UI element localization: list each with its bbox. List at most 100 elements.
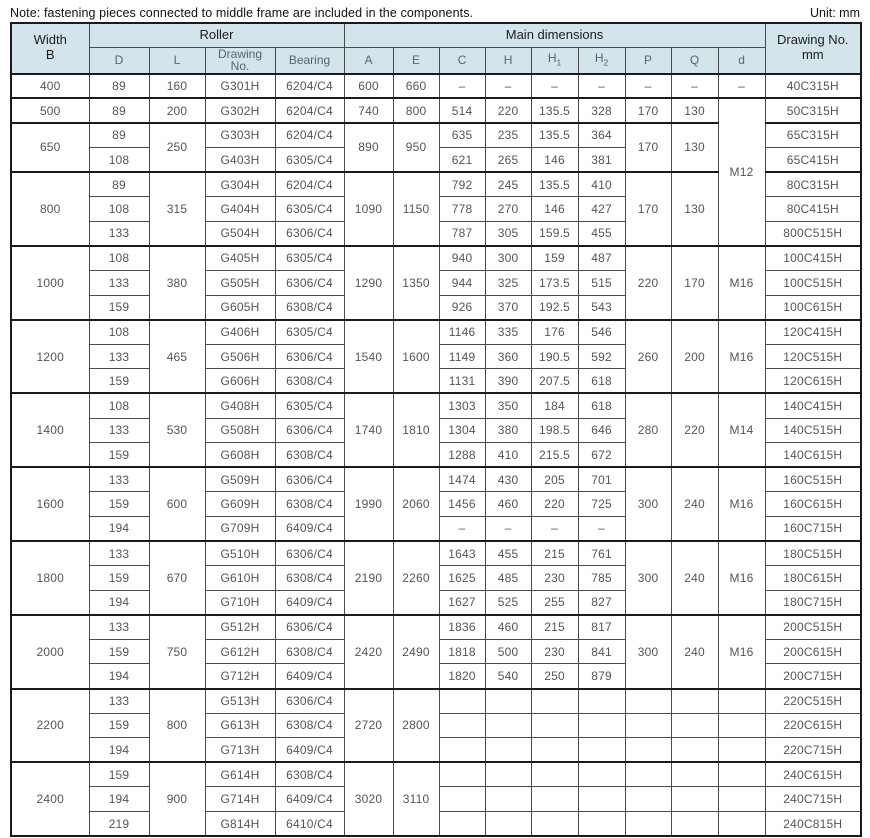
cell-roller-bearing: 6204/C4	[274, 121, 345, 148]
cell-drawing-no-mm: 180C515H	[764, 539, 862, 567]
cell-dim-c: 787	[438, 220, 486, 247]
table-row: 133 G506H 6306/C4 1149 360 190.5 592 120C515H	[11, 343, 862, 370]
cell-dim-h1	[530, 786, 579, 812]
cell-dim-h1: 215	[530, 539, 579, 567]
cell-dim-q	[670, 687, 719, 714]
cell-dim-h1: 159	[530, 244, 579, 271]
sub-header-q: Q	[670, 46, 719, 75]
table-row: 194 G712H 6409/C4 1820 540 250 879 200C715H	[11, 663, 862, 690]
cell-dim-p: 170	[624, 97, 672, 124]
cell-roller-drawing-no: G606H	[204, 368, 276, 394]
cell-dim-p: 280	[624, 392, 672, 468]
cell-roller-d: 194	[88, 515, 150, 542]
cell-roller-d: 89	[88, 97, 150, 124]
cell-roller-d: 133	[88, 613, 150, 640]
cell-dim-p	[624, 712, 672, 739]
cell-dim-h: 460	[484, 491, 532, 517]
cell-roller-bearing: 6305/C4	[274, 318, 345, 345]
cell-roller-d: 108	[88, 146, 150, 173]
cell-dim-c: –	[438, 515, 486, 542]
cell-roller-drawing-no: G304H	[204, 171, 276, 198]
cell-roller-bearing: 6308/C4	[274, 638, 345, 665]
cell-dim-c: 778	[438, 196, 486, 222]
cell-dim-h1: 192.5	[530, 294, 579, 321]
cell-roller-l: 750	[148, 613, 206, 690]
cell-roller-drawing-no: G505H	[204, 269, 276, 296]
cell-roller-d: 133	[88, 269, 150, 296]
table-row: 194 G710H 6409/C4 1627 525 255 827 180C715H	[11, 589, 862, 616]
table-row: 2000 133 750 G512H 6306/C4 2420 2490 1836 460 215…	[10, 613, 862, 690]
cell-roller-drawing-no: G303H	[204, 121, 276, 148]
cell-dim-h2: 618	[577, 392, 626, 419]
cell-dim-h: 380	[484, 417, 532, 444]
cell-dim-h1: 184	[530, 392, 579, 419]
cell-drawing-no-mm: 140C515H	[764, 417, 862, 444]
cell-roller-drawing-no: G504H	[204, 220, 276, 247]
cell-roller-drawing-no: G510H	[204, 539, 276, 567]
cell-dim-h1	[530, 737, 579, 763]
cell-width-b: 1000	[10, 244, 90, 321]
cell-dim-h: 235	[484, 121, 532, 148]
cell-drawing-no-mm: 160C515H	[764, 466, 862, 493]
cell-dim-h2: 672	[577, 442, 626, 468]
unit-label: Unit: mm	[810, 6, 860, 20]
cell-roller-bearing: 6204/C4	[274, 97, 345, 124]
note-text: Note: fastening pieces connected to midd…	[10, 6, 474, 20]
cell-roller-d: 108	[88, 318, 150, 345]
cell-roller-d: 194	[88, 737, 150, 763]
cell-roller-bearing: 6409/C4	[274, 663, 345, 690]
cell-dim-c: 1131	[438, 368, 486, 394]
cell-dim-c: –	[438, 72, 486, 99]
cell-dim-h: 220	[484, 97, 532, 124]
cell-roller-drawing-no: G710H	[204, 589, 276, 616]
cell-dim-c: 1643	[438, 539, 486, 567]
cell-roller-bearing: 6409/C4	[274, 515, 345, 542]
table-row: 1800 133 670 G510H 6306/C4 2190 2260 1643 455 215…	[10, 539, 862, 616]
cell-dim-a: 2190	[343, 539, 394, 616]
table-row: 194 G713H 6409/C4 220C715H	[11, 737, 862, 763]
cell-dim-h2: 592	[577, 343, 626, 370]
cell-roller-drawing-no: G713H	[204, 737, 276, 763]
cell-roller-bearing: 6306/C4	[274, 269, 345, 296]
cell-roller-bearing: 6306/C4	[274, 613, 345, 640]
cell-dim-a: 2420	[343, 613, 394, 690]
cell-width-b: 1200	[10, 318, 90, 394]
cell-dim-a: 1290	[343, 244, 394, 321]
cell-dim-h: 325	[484, 269, 532, 296]
cell-dim-q	[670, 761, 719, 788]
cell-dim-e: 2490	[392, 613, 440, 690]
cell-dim-q: 240	[670, 539, 719, 616]
table-row: 1000 108 380 G405H 6305/C4 1290 1350 940 300 159 4…	[10, 244, 862, 321]
cell-dim-h1: 230	[530, 565, 579, 591]
cell-dim-p	[624, 761, 672, 788]
header-roller: Roller	[88, 22, 345, 48]
cell-dim-c: 514	[438, 97, 486, 124]
sub-header-d: D	[88, 46, 150, 75]
cell-dim-h	[484, 737, 532, 763]
cell-roller-l: 250	[148, 121, 206, 173]
table-header: Width B Roller Main dimensions Drawing N…	[10, 22, 862, 75]
cell-dim-a: 1540	[343, 318, 394, 394]
cell-dim-h: 335	[484, 318, 532, 345]
cell-drawing-no-mm: 180C615H	[764, 565, 862, 591]
cell-roller-bearing: 6308/C4	[274, 761, 345, 788]
cell-roller-drawing-no: G301H	[204, 72, 276, 99]
cell-dim-d-thread: –	[717, 72, 766, 99]
table-row: 159 G605H 6308/C4 926 370 192.5 543 100C615H	[11, 294, 862, 321]
cell-dim-h2: 515	[577, 269, 626, 296]
cell-roller-bearing: 6308/C4	[274, 491, 345, 517]
cell-roller-drawing-no: G302H	[204, 97, 276, 124]
cell-dim-d-thread	[717, 687, 766, 714]
cell-dim-d-thread	[717, 712, 766, 739]
cell-dim-h2: 841	[577, 638, 626, 665]
cell-drawing-no-mm: 120C615H	[764, 368, 862, 394]
cell-roller-drawing-no: G609H	[204, 491, 276, 517]
cell-dim-h: 525	[484, 589, 532, 616]
cell-dim-q: 220	[670, 392, 719, 468]
cell-roller-drawing-no: G406H	[204, 318, 276, 345]
sub-header-p: P	[624, 46, 672, 75]
cell-dim-p: 300	[624, 539, 672, 616]
cell-drawing-no-mm: 100C515H	[764, 269, 862, 296]
cell-dim-a: 1740	[343, 392, 394, 468]
